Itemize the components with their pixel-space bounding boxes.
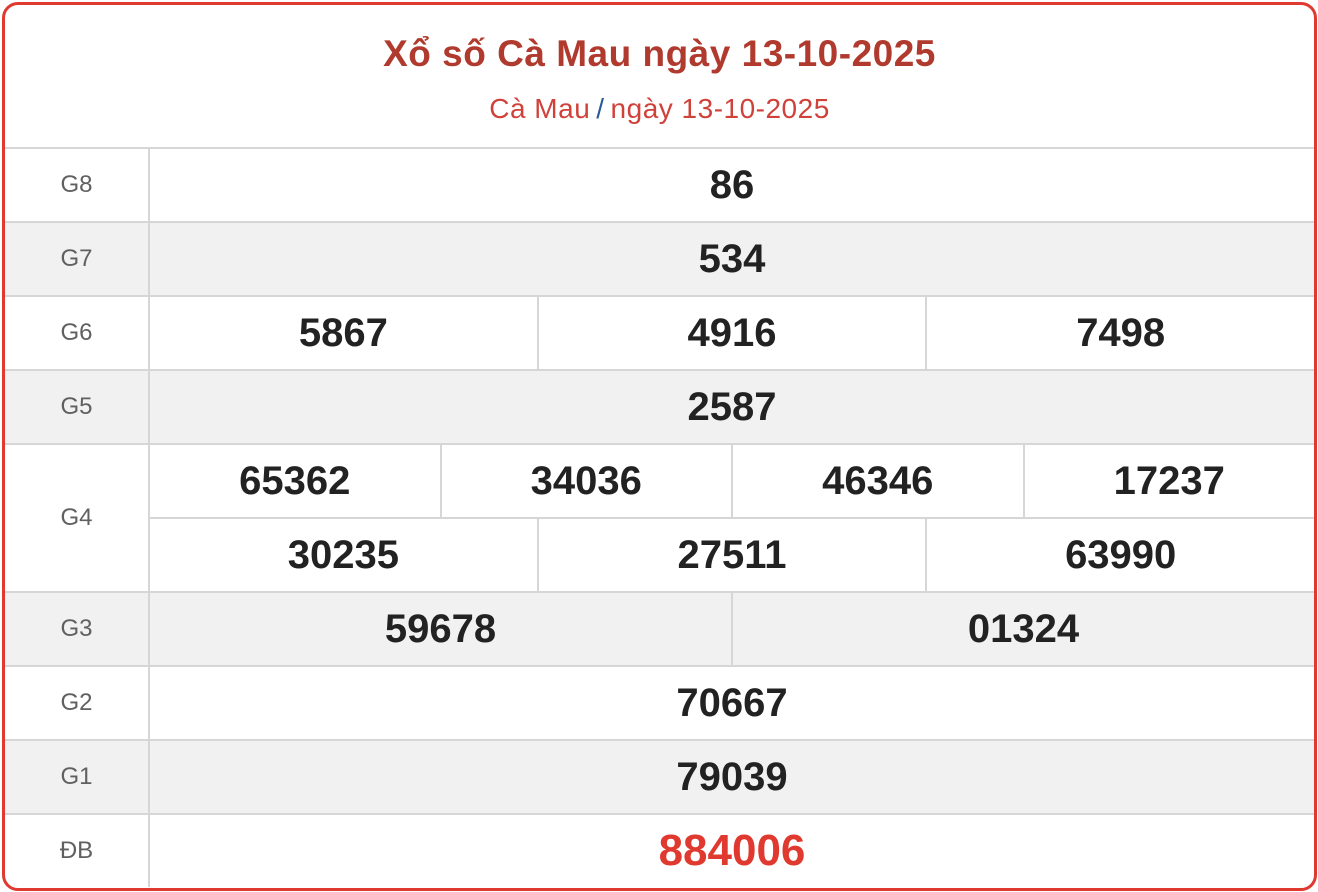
prize-row-g5: G5 2587 [5, 369, 1314, 443]
prize-number: 01324 [731, 593, 1314, 665]
prize-number: 4916 [536, 297, 926, 369]
prize-number: 7498 [925, 297, 1314, 369]
prize-number: 17237 [1022, 445, 1315, 517]
prize-label: G7 [5, 223, 150, 295]
prize-number: 86 [709, 162, 755, 207]
prize-number: 70667 [676, 680, 788, 725]
prize-row-g3: G3 59678 01324 [5, 591, 1314, 665]
prize-row-g7: G7 534 [5, 221, 1314, 295]
prize-subrow: 5867 4916 7498 [150, 297, 1314, 369]
prize-number: 63990 [925, 519, 1314, 591]
prize-label: G2 [5, 667, 150, 739]
header: Xổ số Cà Mau ngày 13-10-2025 Cà Mau / ngày… [5, 5, 1314, 147]
prize-subrow: 79039 [150, 741, 1314, 813]
prize-row-db: ĐB 884006 [5, 813, 1314, 887]
prize-number: 30235 [287, 532, 399, 577]
prize-label: G8 [5, 149, 150, 221]
prize-row-g2: G2 70667 [5, 665, 1314, 739]
prize-subrow: 65362 34036 46346 17237 [150, 445, 1314, 517]
prize-number: 59678 [384, 606, 497, 651]
prize-subrow: 30235 27511 63990 [150, 517, 1314, 591]
prize-number: 79039 [676, 754, 788, 799]
prize-row-g1: G1 79039 [5, 739, 1314, 813]
prize-subrow: 59678 01324 [150, 593, 1314, 665]
prize-number: 46346 [731, 445, 1023, 517]
prize-subrow: 70667 [150, 667, 1314, 739]
prize-number: 2587 [687, 384, 777, 429]
prize-label: ĐB [5, 815, 150, 887]
prize-subrow: 884006 [150, 815, 1314, 887]
prize-label: G6 [5, 297, 150, 369]
results-table: G8 86 G7 534 G6 5867 4916 7498 G5 2587 G4 65362 3403… [5, 147, 1314, 887]
page-title: Xổ số Cà Mau ngày 13-10-2025 [383, 33, 936, 74]
prize-row-g6: G6 5867 4916 7498 [5, 295, 1314, 369]
breadcrumb-separator: / [596, 93, 605, 124]
special-prize-number: 884006 [658, 826, 806, 875]
prize-number: 27511 [536, 519, 926, 591]
prize-number: 534 [698, 236, 766, 281]
prize-number: 5867 [298, 310, 388, 355]
prize-label: G1 [5, 741, 150, 813]
breadcrumb-date-link[interactable]: ngày 13-10-2025 [610, 93, 830, 124]
prize-number: 34036 [439, 445, 732, 517]
prize-label: G5 [5, 371, 150, 443]
prize-subrow: 534 [150, 223, 1314, 295]
breadcrumb: Cà Mau / ngày 13-10-2025 [5, 93, 1314, 125]
breadcrumb-province-link[interactable]: Cà Mau [489, 93, 591, 124]
prize-number: 65362 [239, 458, 351, 503]
prize-row-g8: G8 86 [5, 147, 1314, 221]
prize-subrow: 86 [150, 149, 1314, 221]
prize-label: G3 [5, 593, 150, 665]
prize-label: G4 [5, 445, 150, 591]
prize-subrow: 2587 [150, 371, 1314, 443]
prize-row-g4: G4 65362 34036 46346 17237 30235 27511 63990 [5, 443, 1314, 591]
